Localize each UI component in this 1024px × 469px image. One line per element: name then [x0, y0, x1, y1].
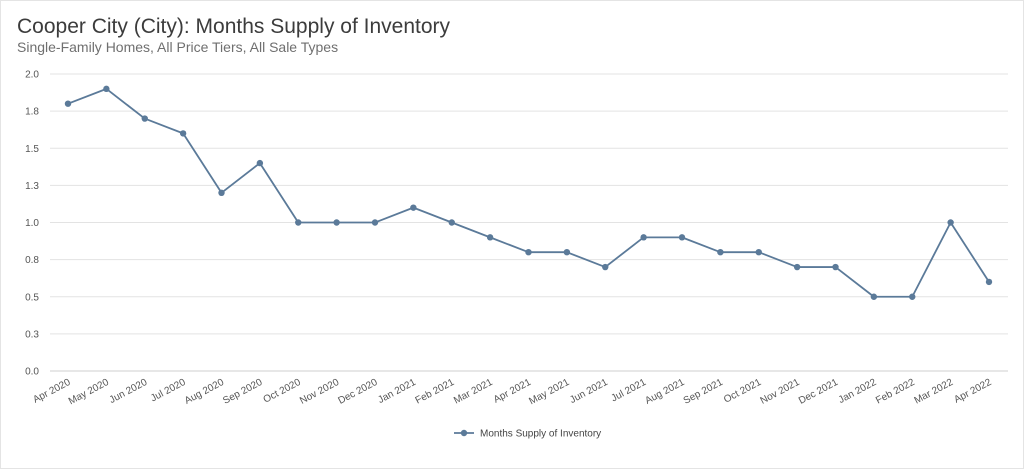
x-tick-label: Mar 2022	[913, 377, 956, 407]
x-tick-label: Jul 2020	[149, 377, 188, 405]
x-tick-label: Aug 2021	[643, 377, 686, 407]
y-tick-label: 1.5	[25, 144, 39, 155]
chart-title: Cooper City (City): Months Supply of Inv…	[17, 15, 451, 38]
data-point	[717, 249, 724, 256]
data-point	[947, 219, 954, 226]
x-tick-label: Sep 2020	[221, 377, 264, 407]
x-tick-label: Sep 2021	[682, 377, 725, 407]
x-tick-label: Jun 2020	[108, 377, 150, 406]
x-tick-label: Nov 2021	[759, 377, 802, 407]
data-point	[793, 263, 801, 271]
x-tick-label: May 2020	[67, 377, 111, 408]
legend-label: Months Supply of Inventory	[480, 429, 601, 440]
x-tick-label: Dec 2021	[797, 377, 840, 407]
data-point	[640, 234, 647, 241]
legend-marker	[460, 429, 468, 437]
data-point	[525, 249, 532, 256]
data-point	[410, 204, 417, 211]
data-point	[448, 219, 455, 226]
x-tick-label: Apr 2021	[492, 377, 533, 406]
y-tick-label: 0.8	[25, 255, 39, 266]
y-tick-label: 1.3	[25, 181, 39, 192]
x-tick-label: Nov 2020	[298, 377, 341, 407]
data-point	[909, 293, 916, 300]
y-tick-label: 1.8	[25, 107, 39, 118]
data-point	[832, 263, 839, 271]
x-tick-label: Mar 2021	[452, 377, 495, 407]
data-point	[870, 293, 878, 300]
data-point	[563, 249, 571, 256]
data-point	[486, 234, 494, 241]
x-tick-label: Dec 2020	[336, 377, 379, 407]
x-tick-label: Oct 2020	[262, 377, 303, 406]
x-tick-label: Jan 2021	[376, 377, 418, 406]
data-point	[141, 115, 148, 122]
data-point	[179, 130, 187, 137]
x-tick-label: Apr 2022	[952, 377, 993, 406]
data-point	[333, 219, 340, 226]
data-point	[678, 234, 686, 241]
y-tick-label: 0.5	[25, 292, 39, 303]
x-tick-label: Apr 2020	[31, 377, 72, 406]
series-line	[67, 87, 990, 298]
data-point	[103, 85, 110, 93]
data-point	[218, 189, 225, 196]
y-tick-label: 1.0	[25, 218, 39, 229]
y-tick-label: 0.3	[25, 329, 39, 340]
x-tick-label: Jan 2022	[837, 377, 879, 406]
x-tick-label: Oct 2021	[722, 377, 763, 406]
data-point	[985, 278, 993, 286]
data-point	[256, 159, 264, 167]
x-tick-label: Jul 2021	[609, 377, 648, 405]
x-tick-label: May 2021	[527, 377, 571, 408]
data-point	[295, 219, 302, 226]
y-tick-label: 0.0	[25, 367, 39, 378]
x-tick-label: Feb 2021	[414, 377, 457, 407]
chart-subtitle: Single-Family Homes, All Price Tiers, Al…	[17, 39, 339, 55]
y-tick-label: 2.0	[25, 70, 39, 81]
data-point	[755, 249, 762, 256]
x-tick-label: Jun 2021	[568, 377, 610, 406]
x-tick-label: Aug 2020	[183, 377, 226, 407]
data-point	[371, 219, 379, 226]
data-point	[64, 100, 72, 107]
x-tick-label: Feb 2022	[874, 377, 917, 407]
data-point	[602, 263, 609, 271]
